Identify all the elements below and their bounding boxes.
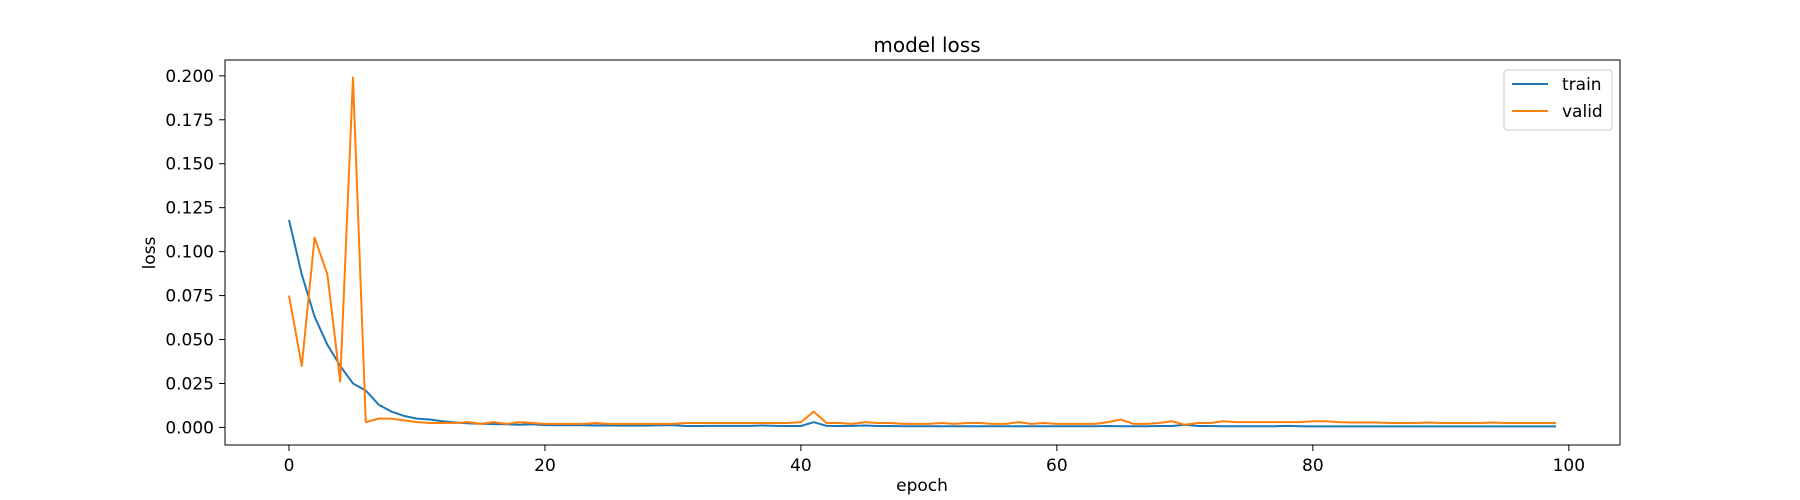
y-tick-label: 0.025 xyxy=(165,374,214,394)
series-lines xyxy=(288,76,1557,428)
y-tick-label: 0.100 xyxy=(165,243,214,263)
legend: train valid xyxy=(1503,69,1613,131)
x-axis-label: epoch xyxy=(896,476,948,496)
x-tick-label: 100 xyxy=(1553,456,1585,476)
y-tick-label: 0.075 xyxy=(165,287,214,307)
chart-title: model loss xyxy=(873,33,980,57)
y-tick-label: 0.175 xyxy=(165,111,214,131)
x-tick-label: 80 xyxy=(1302,456,1324,476)
legend-label-valid: valid xyxy=(1562,102,1603,122)
x-axis: 0 20 40 60 80 100 xyxy=(284,445,1585,476)
y-tick-label: 0.200 xyxy=(165,67,214,87)
y-tick-label: 0.000 xyxy=(165,418,214,438)
y-tick-label: 0.150 xyxy=(165,155,214,175)
y-tick-label: 0.050 xyxy=(165,331,214,351)
axes-frame xyxy=(224,59,1621,446)
series-line-train xyxy=(288,219,1557,428)
y-axis: 0.000 0.025 0.050 0.075 0.100 0.125 0.150 0.175… xyxy=(165,67,225,438)
plot-area: 0 20 40 60 80 100 0.0000.0250.0500.0750.1000.… xyxy=(165,59,1621,476)
x-tick-label: 40 xyxy=(790,456,812,476)
y-axis-label: loss xyxy=(140,236,160,269)
x-tick-label: 0 xyxy=(284,456,295,476)
legend-label-train: train xyxy=(1562,75,1602,95)
y-tick-label: 0.125 xyxy=(165,199,214,219)
x-tick-label: 20 xyxy=(534,456,556,476)
x-tick-label: 60 xyxy=(1046,456,1068,476)
series-line-valid xyxy=(288,76,1557,426)
